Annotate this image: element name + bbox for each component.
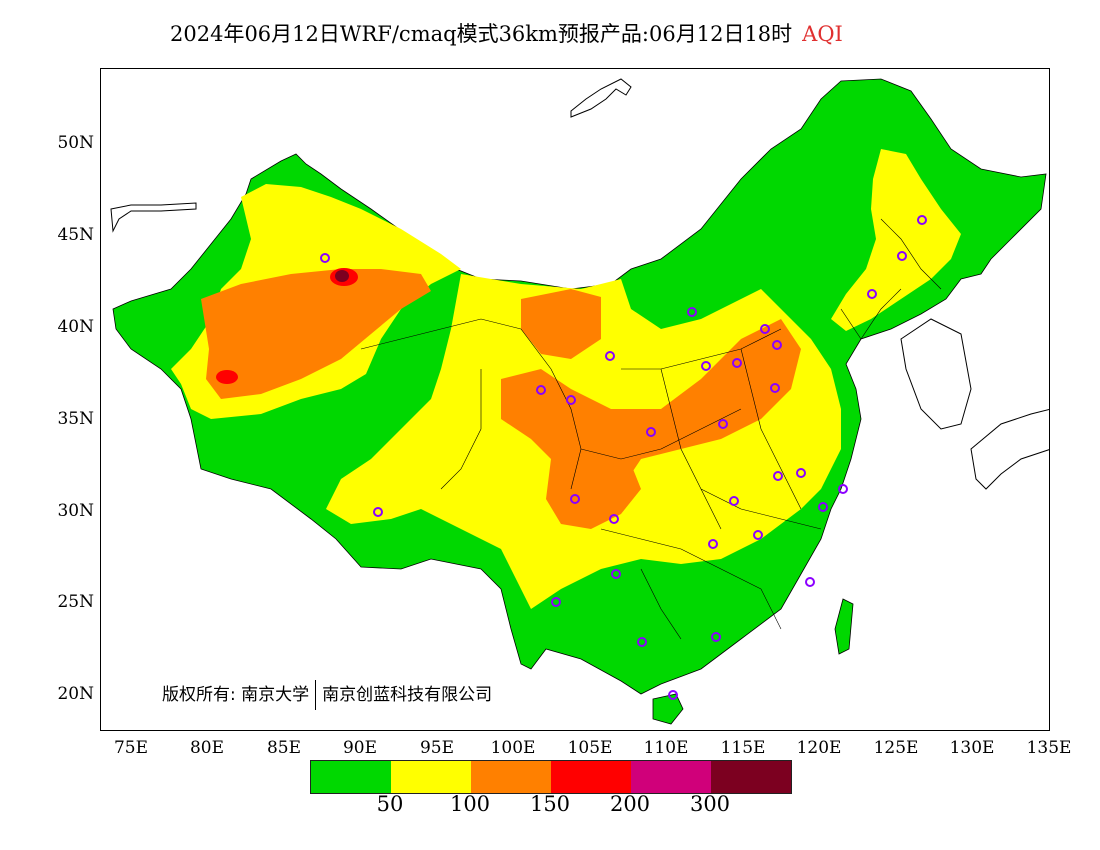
title-variable: AQI bbox=[802, 22, 843, 46]
colorbar-label-150: 150 bbox=[529, 792, 571, 816]
station-marker bbox=[605, 351, 615, 361]
station-marker bbox=[818, 502, 828, 512]
station-marker bbox=[609, 514, 619, 524]
station-marker bbox=[796, 468, 806, 478]
japan-outline bbox=[970, 408, 1049, 490]
lon-label-105e: 105E bbox=[567, 738, 613, 758]
lon-label-95e: 95E bbox=[419, 738, 455, 758]
province-boundaries bbox=[360, 218, 942, 640]
station-marker bbox=[637, 637, 647, 647]
colorbar-label-100: 100 bbox=[449, 792, 491, 816]
station-marker bbox=[701, 361, 711, 371]
station-marker bbox=[753, 530, 763, 540]
hainan-island bbox=[652, 693, 684, 725]
lat-label-25n: 25N bbox=[57, 592, 94, 612]
lon-label-75e: 75E bbox=[113, 738, 149, 758]
station-marker bbox=[551, 597, 561, 607]
station-marker bbox=[646, 427, 656, 437]
station-marker bbox=[718, 419, 728, 429]
station-marker bbox=[917, 215, 927, 225]
lat-label-30n: 30N bbox=[57, 501, 94, 521]
station-marker bbox=[732, 358, 742, 368]
aqi-hazardous-turpan bbox=[335, 270, 349, 282]
aqi-usg-north-china bbox=[521, 289, 601, 359]
station-marker bbox=[770, 383, 780, 393]
station-marker bbox=[536, 385, 546, 395]
station-marker bbox=[570, 494, 580, 504]
colorbar-cell-very-unhealthy bbox=[631, 761, 711, 793]
aqi-colorbar bbox=[310, 760, 792, 794]
aqi-unhealthy-kashgar bbox=[216, 370, 238, 384]
taiwan-island bbox=[834, 598, 854, 655]
lon-label-115e: 115E bbox=[720, 738, 766, 758]
aqi-moderate-northeast bbox=[831, 149, 961, 331]
colorbar-cell-hazardous bbox=[711, 761, 791, 793]
copyright-notice: 版权所有: 南京大学 南京创蓝科技有限公司 bbox=[162, 680, 492, 710]
lon-label-100e: 100E bbox=[490, 738, 536, 758]
station-marker bbox=[838, 484, 848, 494]
lon-label-120e: 120E bbox=[796, 738, 842, 758]
station-marker bbox=[772, 340, 782, 350]
station-marker bbox=[373, 507, 383, 517]
lat-label-20n: 20N bbox=[57, 684, 94, 704]
colorbar-cell-moderate bbox=[391, 761, 471, 793]
lon-label-85e: 85E bbox=[266, 738, 302, 758]
station-marker bbox=[711, 632, 721, 642]
lat-label-40n: 40N bbox=[57, 317, 94, 337]
aqi-map bbox=[110, 78, 1049, 725]
map-frame bbox=[100, 68, 1050, 731]
copyright-org1: 南京大学 bbox=[241, 685, 310, 705]
station-marker bbox=[729, 496, 739, 506]
station-marker bbox=[611, 569, 621, 579]
station-marker bbox=[320, 253, 330, 263]
colorbar-label-200: 200 bbox=[609, 792, 651, 816]
title-text: 2024年06月12日WRF/cmaq模式36km预报产品:06月12日18时 bbox=[170, 22, 793, 46]
lon-label-125e: 125E bbox=[873, 738, 919, 758]
station-marker bbox=[867, 289, 877, 299]
station-marker bbox=[773, 471, 783, 481]
colorbar-label-300: 300 bbox=[689, 792, 731, 816]
colorbar-label-50: 50 bbox=[376, 792, 404, 816]
colorbar-cell-good bbox=[311, 761, 391, 793]
map-title: 2024年06月12日WRF/cmaq模式36km预报产品:06月12日18时 A… bbox=[170, 18, 843, 48]
lat-label-35n: 35N bbox=[57, 409, 94, 429]
station-markers bbox=[320, 215, 927, 700]
lat-label-45n: 45N bbox=[57, 225, 94, 245]
aqi-usg-tarim bbox=[201, 269, 431, 399]
lon-label-130e: 130E bbox=[949, 738, 995, 758]
station-marker bbox=[805, 577, 815, 587]
copyright-org2: 南京创蓝科技有限公司 bbox=[322, 685, 493, 705]
aqi-usg-sichuan bbox=[546, 449, 641, 529]
russia-coast-outline bbox=[570, 78, 632, 118]
station-marker bbox=[897, 251, 907, 261]
lon-label-90e: 90E bbox=[342, 738, 378, 758]
lon-label-110e: 110E bbox=[643, 738, 689, 758]
colorbar-cell-usg bbox=[471, 761, 551, 793]
kazakh-outline bbox=[110, 202, 197, 233]
lon-label-80e: 80E bbox=[189, 738, 225, 758]
copyright-separator bbox=[315, 680, 317, 710]
station-marker bbox=[668, 690, 678, 700]
lat-label-50n: 50N bbox=[57, 133, 94, 153]
station-marker bbox=[708, 539, 718, 549]
station-marker bbox=[687, 307, 697, 317]
station-marker bbox=[760, 324, 770, 334]
colorbar-cell-unhealthy bbox=[551, 761, 631, 793]
copyright-prefix: 版权所有: bbox=[162, 685, 236, 705]
korea-outline bbox=[900, 318, 972, 430]
station-marker bbox=[566, 395, 576, 405]
lon-label-135e: 135E bbox=[1026, 738, 1072, 758]
